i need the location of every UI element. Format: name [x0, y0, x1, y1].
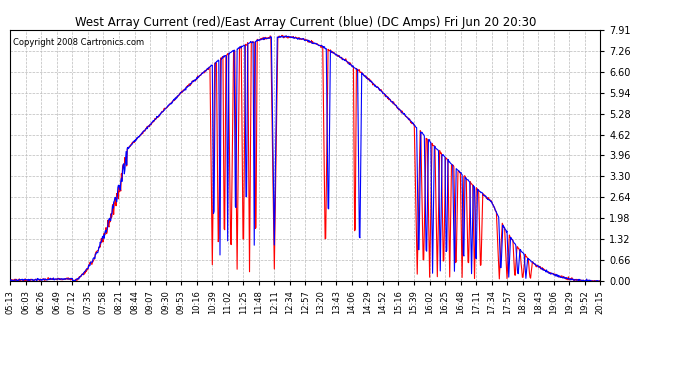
Text: Copyright 2008 Cartronics.com: Copyright 2008 Cartronics.com: [13, 38, 144, 46]
Title: West Array Current (red)/East Array Current (blue) (DC Amps) Fri Jun 20 20:30: West Array Current (red)/East Array Curr…: [75, 16, 536, 29]
